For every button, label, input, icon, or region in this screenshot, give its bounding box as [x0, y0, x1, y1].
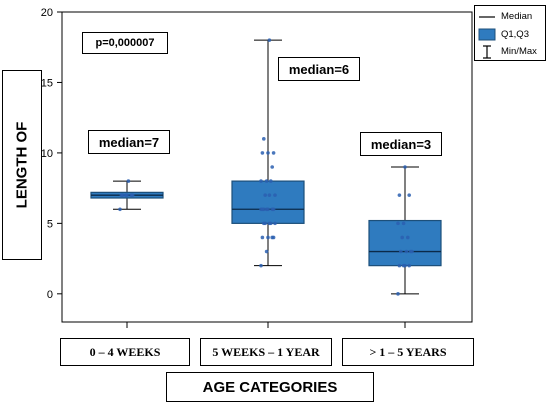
data-point-3-7	[399, 249, 403, 254]
data-point-2-24	[264, 179, 269, 183]
data-point-1-5	[125, 193, 129, 197]
y-tick-label-10: 10	[41, 148, 53, 160]
data-point-2-19	[267, 193, 272, 197]
box-iqr-3	[368, 219, 442, 267]
data-point-2-22	[269, 179, 273, 183]
data-point-3-9	[410, 249, 414, 254]
data-point-2-17	[271, 207, 276, 212]
data-point-2-21	[263, 193, 268, 197]
legend-minmax-label: Min/Max	[501, 46, 537, 57]
median-annotation-1: median=7	[88, 130, 170, 154]
data-point-2-16	[266, 207, 270, 212]
data-point-3-14	[407, 193, 412, 197]
legend-box-label: Q1,Q3	[501, 29, 529, 40]
data-point-3-5	[403, 263, 407, 268]
data-point-2-1	[259, 263, 263, 268]
box-group-2	[231, 38, 305, 268]
y-tick-label-5: 5	[47, 218, 53, 230]
data-point-2-4	[260, 235, 265, 240]
data-point-3-11	[406, 235, 410, 240]
data-point-2-11	[269, 221, 273, 226]
data-point-2-28	[271, 151, 276, 155]
plot-frame	[61, 11, 473, 323]
y-tick-label-0: 0	[47, 289, 53, 301]
data-point-2-29	[262, 137, 266, 141]
data-point-3-8	[404, 249, 409, 254]
box-series	[90, 38, 442, 296]
box-group-3	[368, 165, 442, 296]
data-point-1-7	[121, 193, 125, 197]
data-point-3-15	[397, 193, 402, 197]
data-point-2-23	[259, 179, 263, 183]
x-category-label-3: > 1 – 5 YEARS	[342, 338, 474, 366]
data-point-3-12	[396, 221, 400, 226]
data-point-2-25	[270, 165, 275, 169]
y-axis-label: LENGTH OF	[13, 121, 31, 209]
data-point-3-10	[400, 235, 405, 240]
data-point-2-18	[262, 207, 266, 212]
data-point-2-5	[266, 235, 270, 240]
legend-median-label: Median	[501, 11, 533, 22]
data-point-2-2	[264, 249, 269, 254]
x-category-label-1: 0 – 4 WEEKS	[60, 338, 190, 366]
plot-axes: 0 5 10 15 20	[41, 7, 473, 328]
legend-box-symbol	[478, 28, 496, 41]
p-value-annotation: p=0,000007	[82, 32, 168, 54]
data-point-2-10	[263, 221, 268, 226]
p-value-text: p=0,000007	[95, 37, 155, 49]
data-point-2-20	[273, 193, 277, 197]
median-annotation-3: median=3	[360, 132, 442, 156]
box-iqr-2	[231, 180, 305, 224]
data-point-3-3	[407, 263, 412, 268]
legend-symbols	[478, 16, 496, 59]
data-point-2-26	[260, 151, 265, 155]
data-point-1-8	[126, 179, 131, 183]
y-tick-label-20: 20	[41, 7, 53, 19]
legend: Median Q1,Q3 Min/Max	[474, 5, 546, 61]
data-point-1-6	[130, 193, 135, 197]
data-point-2-9	[273, 221, 277, 226]
data-point-3-16	[403, 165, 407, 169]
box-group-1	[90, 179, 164, 212]
data-point-1-1	[118, 207, 122, 212]
x-category-label-2: 5 WEEKS – 1 YEAR	[200, 338, 332, 366]
median-annotation-2: median=6	[278, 57, 360, 81]
x-axis-label: AGE CATEGORIES	[166, 372, 374, 402]
data-point-3-4	[397, 263, 402, 268]
data-point-2-30	[267, 38, 272, 42]
data-point-3-1	[396, 292, 400, 296]
y-tick-label-15: 15	[41, 77, 53, 89]
data-point-2-6	[271, 235, 276, 240]
y-axis-label-box	[2, 70, 42, 260]
data-point-2-27	[266, 151, 270, 155]
data-point-3-13	[401, 221, 406, 226]
